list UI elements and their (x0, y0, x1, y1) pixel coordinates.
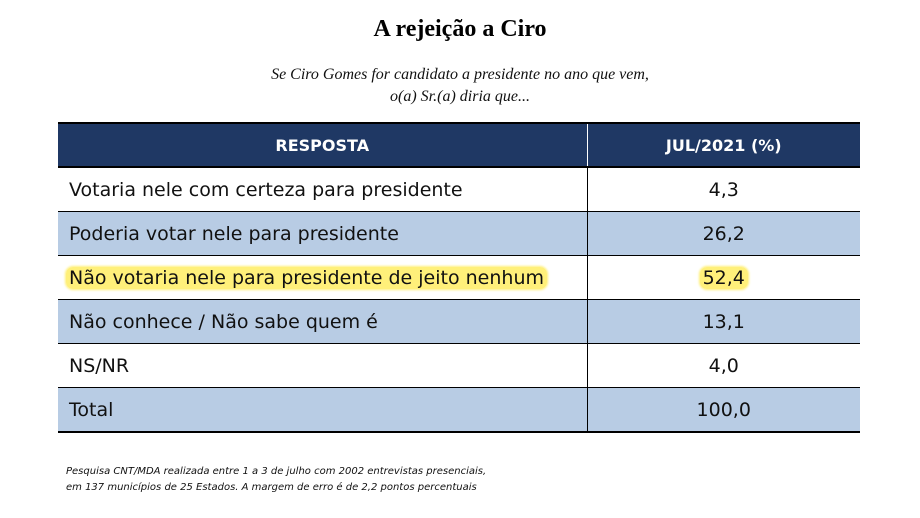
subtitle-line-2: o(a) Sr.(a) diria que... (390, 88, 530, 105)
page-title: A rejeição a Ciro (373, 16, 547, 42)
poll-results-table: RESPOSTA JUL/2021 (%) Votaria nele com c… (58, 122, 860, 433)
row-label: Não conhece / Não sabe quem é (58, 299, 588, 344)
row-label: NS/NR (58, 343, 588, 388)
row-label: Votaria nele com certeza para presidente (58, 166, 588, 212)
row-label-cell: Não votaria nele para presidente de jeit… (58, 255, 588, 300)
row-value: 4,0 (587, 343, 860, 388)
table-row: Votaria nele com certeza para presidente… (58, 166, 860, 212)
subtitle-line-1: Se Ciro Gomes for candidato a presidente… (271, 66, 649, 83)
highlighted-row-label: Não votaria nele para presidente de jeit… (66, 266, 547, 289)
footnote-line-2: em 137 municípios de 25 Estados. A marge… (66, 482, 477, 493)
table-row-highlighted: Não votaria nele para presidente de jeit… (58, 255, 860, 300)
question-subtitle: Se Ciro Gomes for candidato a presidente… (0, 64, 920, 108)
total-label: Total (58, 387, 588, 433)
row-value: 4,3 (587, 166, 860, 212)
row-value: 13,1 (587, 299, 860, 344)
header-jul-2021: JUL/2021 (%) (587, 122, 860, 168)
table-row: Não conhece / Não sabe quem é 13,1 (58, 299, 860, 344)
row-label: Poderia votar nele para presidente (58, 211, 588, 256)
table-row: Poderia votar nele para presidente 26,2 (58, 211, 860, 256)
total-value: 100,0 (587, 387, 860, 433)
table-row-total: Total 100,0 (58, 387, 860, 433)
row-value-cell: 52,4 (587, 255, 860, 300)
table-header-row: RESPOSTA JUL/2021 (%) (58, 122, 860, 168)
highlighted-row-value: 52,4 (699, 266, 748, 289)
header-resposta: RESPOSTA (58, 122, 588, 168)
footnote-line-1: Pesquisa CNT/MDA realizada entre 1 a 3 d… (66, 466, 487, 477)
row-value: 26,2 (587, 211, 860, 256)
source-footnote: Pesquisa CNT/MDA realizada entre 1 a 3 d… (66, 464, 486, 496)
table-row: NS/NR 4,0 (58, 343, 860, 388)
